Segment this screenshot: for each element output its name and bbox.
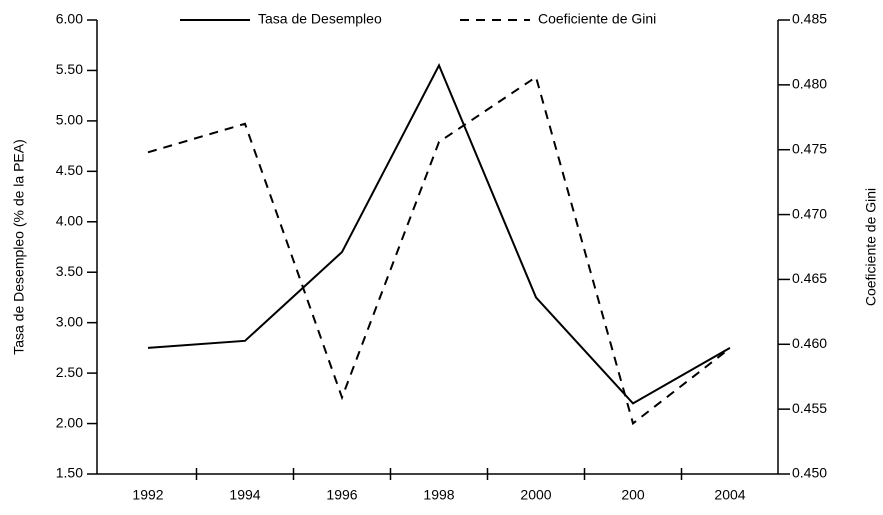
y-tick-label: 4.00 [56,212,83,228]
y-tick-label: 6.00 [56,11,83,27]
y-tick-label: 5.00 [56,112,83,128]
legend-label: Tasa de Desempleo [258,11,382,27]
y2-tick-label: 0.460 [792,335,827,351]
y2-tick-label: 0.470 [792,205,827,221]
series-line [147,75,731,426]
y2-tick-label: 0.450 [792,465,827,481]
x-tick-label: 2000 [520,487,551,503]
y-axis-label: Tasa de Desempleo (% de la PEA) [11,139,27,355]
y-tick-label: 2.00 [56,414,83,430]
series-line [147,63,731,405]
y2-tick-label: 0.485 [792,11,827,27]
y-tick-label: 4.50 [56,162,83,178]
x-tick-label: 1996 [326,487,357,503]
y-tick-label: 2.50 [56,364,83,380]
y-tick-label: 3.00 [56,313,83,329]
y-tick-label: 1.50 [56,465,83,481]
x-tick-label: 2004 [714,487,745,503]
y-tick-label: 5.50 [56,61,83,77]
y-tick-label: 3.50 [56,263,83,279]
x-tick-label: 200 [621,487,645,503]
y2-tick-label: 0.480 [792,76,827,92]
legend-label: Coeficiente de Gini [538,11,656,27]
y2-axis-label: Coeficiente de Gini [863,188,879,306]
y2-tick-label: 0.465 [792,270,827,286]
y2-tick-label: 0.475 [792,140,827,156]
x-tick-label: 1998 [423,487,454,503]
x-tick-label: 1994 [229,487,260,503]
y2-tick-label: 0.455 [792,400,827,416]
x-tick-label: 1992 [132,487,163,503]
